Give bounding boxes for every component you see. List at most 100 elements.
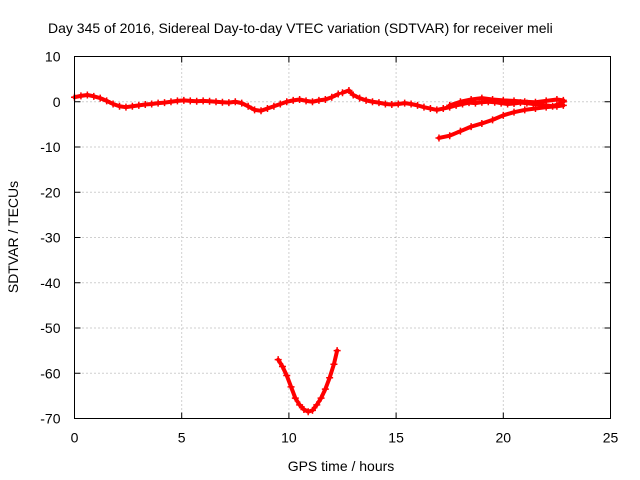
data-point	[356, 94, 364, 102]
series-dip	[274, 347, 341, 416]
data-point	[321, 385, 329, 393]
series-line	[276, 348, 340, 414]
data-point	[186, 97, 194, 105]
data-point	[103, 97, 111, 105]
data-point	[90, 92, 98, 100]
data-point	[212, 98, 220, 106]
series-upper-branch	[446, 94, 567, 109]
data-point	[345, 86, 353, 94]
data-point	[446, 101, 454, 109]
data-point	[553, 102, 561, 110]
y-tick-label: -70	[40, 411, 60, 427]
data-point	[276, 100, 284, 108]
y-tick-label: -20	[40, 184, 60, 200]
data-point	[308, 98, 316, 106]
data-point	[401, 99, 409, 107]
data-point	[321, 95, 329, 103]
data-point	[328, 93, 336, 101]
data-point	[414, 101, 422, 109]
data-point	[116, 102, 124, 110]
data-point	[349, 91, 357, 99]
x-tick-label: 15	[388, 430, 404, 446]
data-point	[542, 97, 550, 105]
data-point	[559, 101, 567, 109]
data-point	[304, 408, 312, 416]
y-tick-label: -10	[40, 139, 60, 155]
data-point	[167, 98, 175, 106]
data-point	[308, 406, 316, 414]
data-point	[173, 97, 181, 105]
data-point	[362, 96, 370, 104]
data-point	[489, 116, 497, 124]
x-tick-label: 25	[603, 430, 619, 446]
data-point	[334, 90, 342, 98]
data-point	[251, 106, 259, 114]
axes: 0 5 10 15 20 25 10 0 -10 -20 -30 -40 -50 -60 -70	[40, 49, 618, 446]
series-line	[436, 103, 566, 140]
data-point	[238, 99, 246, 107]
data-point	[109, 100, 117, 108]
x-tick-label: 20	[496, 430, 512, 446]
data-point	[287, 383, 295, 391]
data-point	[330, 360, 338, 368]
data-point	[291, 394, 299, 402]
data-point	[218, 98, 226, 106]
y-tick-label: 10	[45, 49, 61, 65]
data-point	[128, 102, 136, 110]
data-point	[283, 372, 291, 380]
x-tick-label: 5	[178, 430, 186, 446]
data-point	[283, 98, 291, 106]
data-point	[439, 105, 447, 113]
data-point	[289, 96, 297, 104]
data-point	[315, 96, 323, 104]
y-tick-label: -40	[40, 275, 60, 291]
data-point	[180, 96, 188, 104]
x-axis-title: GPS time / hours	[288, 458, 395, 474]
data-point	[225, 99, 233, 107]
data-point	[369, 98, 377, 106]
data-point	[531, 98, 539, 106]
data-point	[244, 102, 252, 110]
x-tick-label: 10	[281, 430, 297, 446]
data-point	[296, 401, 304, 409]
data-point	[296, 95, 304, 103]
data-point	[456, 98, 464, 106]
data-point	[388, 100, 396, 108]
series-descending-branch	[435, 101, 567, 142]
data-point	[375, 99, 383, 107]
data-point	[510, 108, 518, 116]
data-point	[446, 132, 454, 140]
data-point	[521, 106, 529, 114]
data-point	[394, 100, 402, 108]
data-point	[96, 94, 104, 102]
data-point	[257, 107, 265, 115]
data-point	[135, 101, 143, 109]
data-point	[381, 100, 389, 108]
data-point	[489, 95, 497, 103]
data-series	[71, 86, 567, 416]
data-point	[339, 89, 346, 97]
data-point	[467, 123, 475, 131]
data-point	[433, 106, 441, 114]
data-point	[206, 97, 214, 105]
data-point	[193, 97, 201, 105]
series-main-band	[71, 90, 342, 115]
data-point	[531, 105, 539, 113]
data-point	[300, 405, 308, 413]
data-point	[302, 97, 310, 105]
y-tick-label: 0	[53, 94, 61, 110]
data-point	[231, 98, 239, 106]
y-tick-label: -50	[40, 320, 60, 336]
data-point	[553, 95, 561, 103]
data-point	[317, 394, 325, 402]
data-point	[426, 105, 434, 113]
data-point	[313, 401, 321, 409]
data-point	[542, 103, 550, 111]
chart-title: Day 345 of 2016, Sidereal Day-to-day VTE…	[48, 20, 553, 36]
data-point	[420, 103, 428, 111]
data-point	[141, 100, 149, 108]
data-point	[274, 356, 282, 364]
data-point	[499, 111, 507, 119]
data-point	[435, 134, 443, 142]
